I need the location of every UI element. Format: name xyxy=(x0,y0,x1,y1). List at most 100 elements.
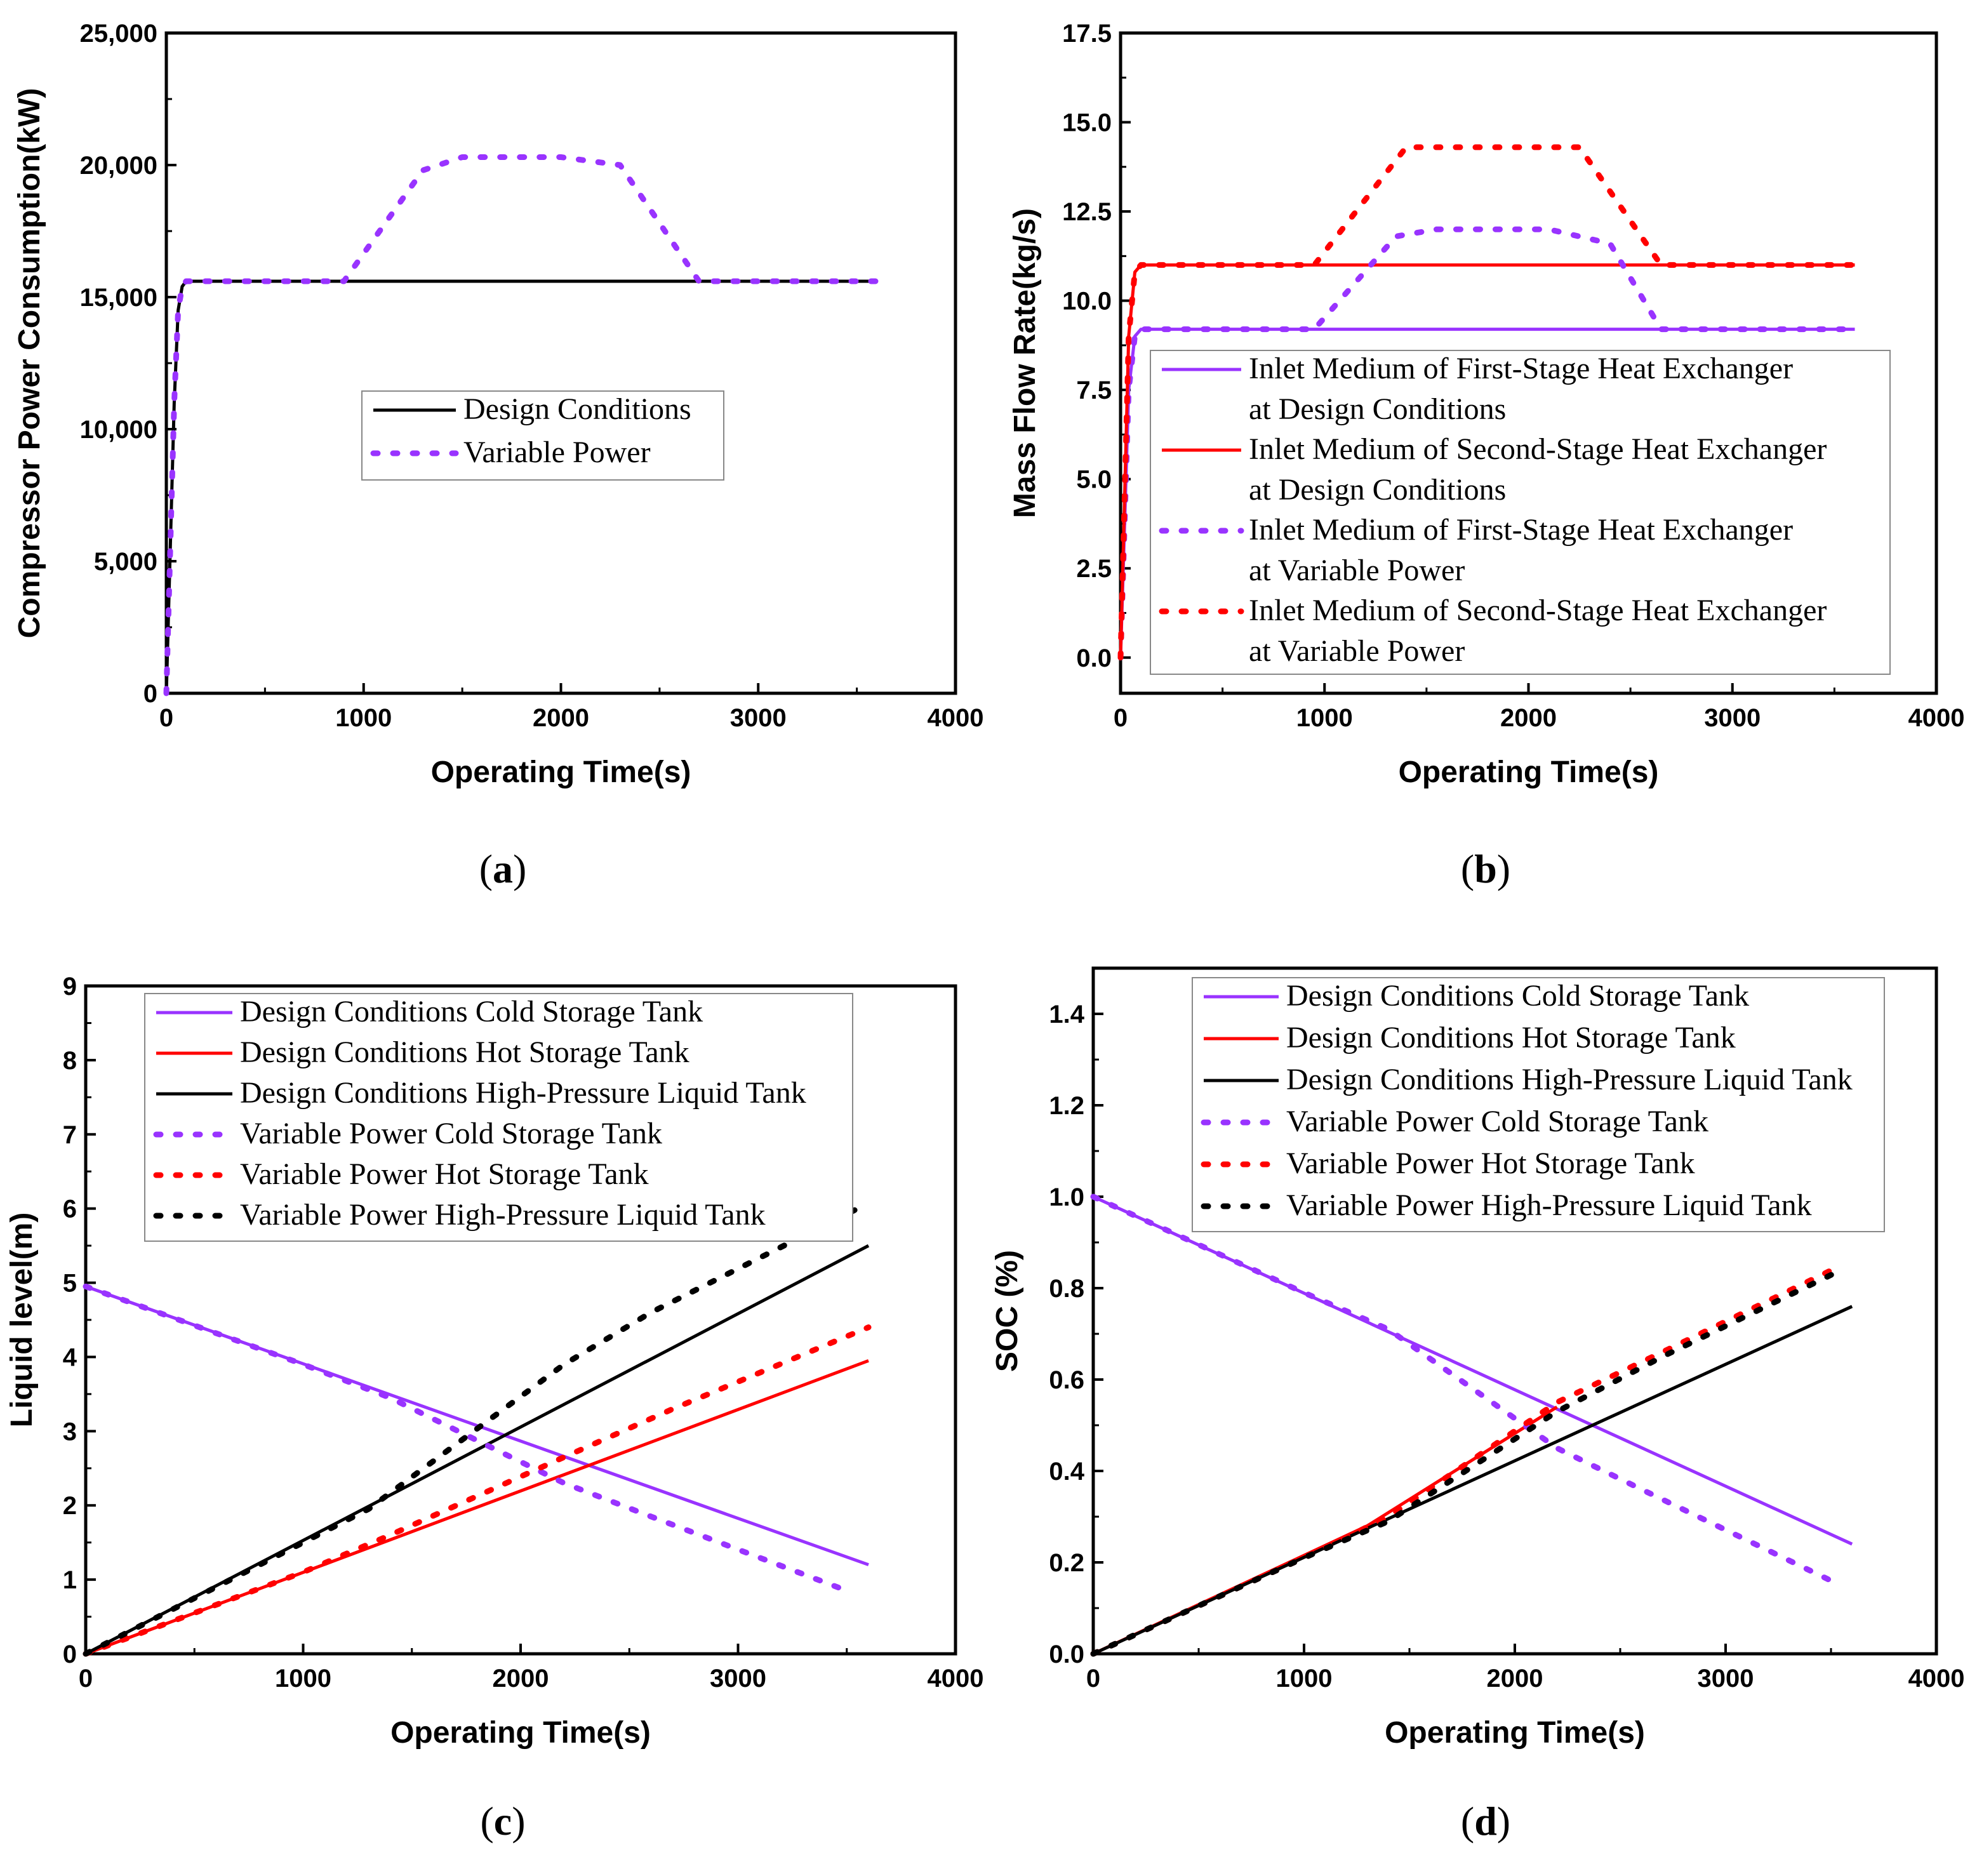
series-line-b-2 xyxy=(1117,226,1858,661)
panel-caption-letter: d xyxy=(1474,1799,1497,1844)
legend-label: Inlet Medium of First-Stage Heat Exchang… xyxy=(1249,352,1793,385)
y-tick-label: 15.0 xyxy=(1062,109,1112,137)
y-axis-title: Compressor Power Consumption(kW) xyxy=(13,88,46,639)
y-tick-label: 9 xyxy=(63,973,77,1001)
legend-box xyxy=(1150,350,1891,675)
series-line-d-4 xyxy=(1090,1262,1845,1657)
legend: Inlet Medium of First-Stage Heat Exchang… xyxy=(1150,350,1891,675)
y-tick-label: 8 xyxy=(63,1047,77,1075)
y-tick-label: 7.5 xyxy=(1076,376,1112,404)
legend-label: Variable Power High-Pressure Liquid Tank xyxy=(240,1198,766,1232)
legend-label: Inlet Medium of Second-Stage Heat Exchan… xyxy=(1249,432,1827,466)
y-axis-title: Mass Flow Rate(kg/s) xyxy=(1008,208,1042,518)
panel-caption: (d) xyxy=(1461,1799,1510,1844)
legend: Design Conditions Variable Power xyxy=(361,390,724,481)
x-tick-label: 4000 xyxy=(928,1665,984,1693)
legend-label: Design Conditions High-Pressure Liquid T… xyxy=(240,1076,806,1110)
x-tick-label: 0 xyxy=(159,704,173,732)
y-tick-label: 12.5 xyxy=(1062,198,1112,226)
x-tick-label: 2000 xyxy=(1500,704,1557,732)
y-tick-label: 0.6 xyxy=(1049,1366,1084,1394)
x-tick-label: 2000 xyxy=(493,1665,549,1693)
y-tick-label: 0.2 xyxy=(1049,1549,1084,1577)
legend-label: Inlet Medium of Second-Stage Heat Exchan… xyxy=(1249,594,1827,627)
series-line-c-5 xyxy=(83,1206,861,1657)
y-tick-label: 2 xyxy=(63,1492,77,1520)
y-tick-label: 1.4 xyxy=(1049,1001,1084,1028)
legend-label: Design Conditions Hot Storage Tank xyxy=(240,1035,689,1069)
legend: Design Conditions Cold Storage Tank Desig… xyxy=(144,993,853,1242)
y-tick-label: 15,000 xyxy=(80,284,157,312)
y-tick-label: 0.0 xyxy=(1076,644,1112,672)
legend-label: Design Conditions Cold Storage Tank xyxy=(240,995,703,1028)
legend-box xyxy=(1192,977,1885,1232)
plot-frame xyxy=(164,31,957,695)
y-tick-label: 17.5 xyxy=(1062,20,1112,48)
y-tick-label: 1 xyxy=(63,1566,77,1594)
x-tick-label: 3000 xyxy=(730,704,787,732)
series-line-a-1 xyxy=(163,154,880,696)
legend-label: Variable Power Cold Storage Tank xyxy=(240,1117,662,1150)
y-tick-label: 2.5 xyxy=(1076,555,1112,583)
legend-label: Variable Power xyxy=(463,436,651,469)
series-line-a-0 xyxy=(164,279,877,694)
x-tick-label: 4000 xyxy=(1908,704,1965,732)
chart-panel-d: 0 1000 2000 3000 4000 0.0 0.2 0.4 0.6 0.8 1.0 1.2 1.… xyxy=(990,966,1964,1844)
x-tick-label: 2000 xyxy=(1487,1665,1543,1693)
y-tick-label: 10.0 xyxy=(1062,288,1112,316)
y-tick-label: 0.4 xyxy=(1049,1458,1084,1486)
y-tick-label: 20,000 xyxy=(80,152,157,180)
y-tick-label: 25,000 xyxy=(80,20,157,48)
x-tick-label: 1000 xyxy=(1276,1665,1333,1693)
y-tick-label: 10,000 xyxy=(80,416,157,444)
legend-label: Variable Power Hot Storage Tank xyxy=(1286,1147,1695,1180)
y-axis-title: SOC (%) xyxy=(990,1250,1024,1372)
series-line-c-4 xyxy=(83,1324,872,1657)
series-line-b-3 xyxy=(1117,144,1858,661)
y-tick-label: 7 xyxy=(63,1121,77,1149)
panel-caption: (b) xyxy=(1461,846,1510,891)
x-tick-label: 1000 xyxy=(275,1665,331,1693)
series-line-d-3 xyxy=(1090,1194,1834,1584)
legend-label: Variable Power Cold Storage Tank xyxy=(1286,1105,1708,1138)
x-tick-label: 0 xyxy=(1086,1665,1100,1693)
y-tick-label: 1.0 xyxy=(1049,1183,1084,1211)
legend-label: at Variable Power xyxy=(1249,554,1465,587)
panel-caption: (c) xyxy=(480,1799,525,1844)
y-tick-label: 0.8 xyxy=(1049,1275,1084,1303)
x-axis-title: Operating Time(s) xyxy=(1399,755,1659,789)
y-tick-label: 0 xyxy=(63,1640,77,1668)
panel-caption: (a) xyxy=(479,846,527,891)
y-tick-label: 1.2 xyxy=(1049,1092,1084,1120)
y-tick-label: 4 xyxy=(63,1343,77,1371)
legend-box xyxy=(361,390,724,481)
x-tick-label: 3000 xyxy=(710,1665,766,1693)
y-tick-label: 0 xyxy=(143,680,157,708)
chart-panel-c: 0 1000 2000 3000 4000 0 1 2 3 4 5 6 7 8 9 Operating Tim… xyxy=(5,973,983,1844)
y-axis-title: Liquid level(m) xyxy=(5,1213,39,1428)
legend-label: Design Conditions Hot Storage Tank xyxy=(1286,1021,1736,1054)
chart-panel-b: 0 1000 2000 3000 4000 0.0 2.5 5.0 7.5 10.0 12.5 15.… xyxy=(1008,20,1964,891)
x-axis-title: Operating Time(s) xyxy=(390,1716,651,1750)
panel-caption-letter: c xyxy=(494,1799,512,1844)
legend-label: Inlet Medium of First-Stage Heat Exchang… xyxy=(1249,513,1793,547)
legend-label: Variable Power Hot Storage Tank xyxy=(240,1157,649,1191)
x-tick-label: 2000 xyxy=(533,704,589,732)
y-tick-label: 0.0 xyxy=(1049,1640,1084,1668)
legend: Design Conditions Cold Storage Tank Desig… xyxy=(1192,977,1885,1232)
x-tick-label: 1000 xyxy=(1296,704,1353,732)
y-tick-label: 3 xyxy=(63,1418,77,1446)
legend-label: Variable Power High-Pressure Liquid Tank xyxy=(1286,1188,1812,1222)
series-line-c-2 xyxy=(84,1244,870,1656)
legend-label: Design Conditions High-Pressure Liquid T… xyxy=(1286,1063,1853,1096)
y-tick-label: 5 xyxy=(63,1270,77,1298)
panel-caption-letter: a xyxy=(493,846,513,891)
series-line-d-1 xyxy=(1092,1406,1558,1656)
x-tick-label: 3000 xyxy=(1704,704,1761,732)
y-tick-label: 5,000 xyxy=(94,548,157,576)
legend-label: at Variable Power xyxy=(1249,634,1465,668)
panel-caption-letter: b xyxy=(1474,846,1497,891)
x-tick-label: 0 xyxy=(79,1665,93,1693)
y-tick-label: 6 xyxy=(63,1195,77,1223)
